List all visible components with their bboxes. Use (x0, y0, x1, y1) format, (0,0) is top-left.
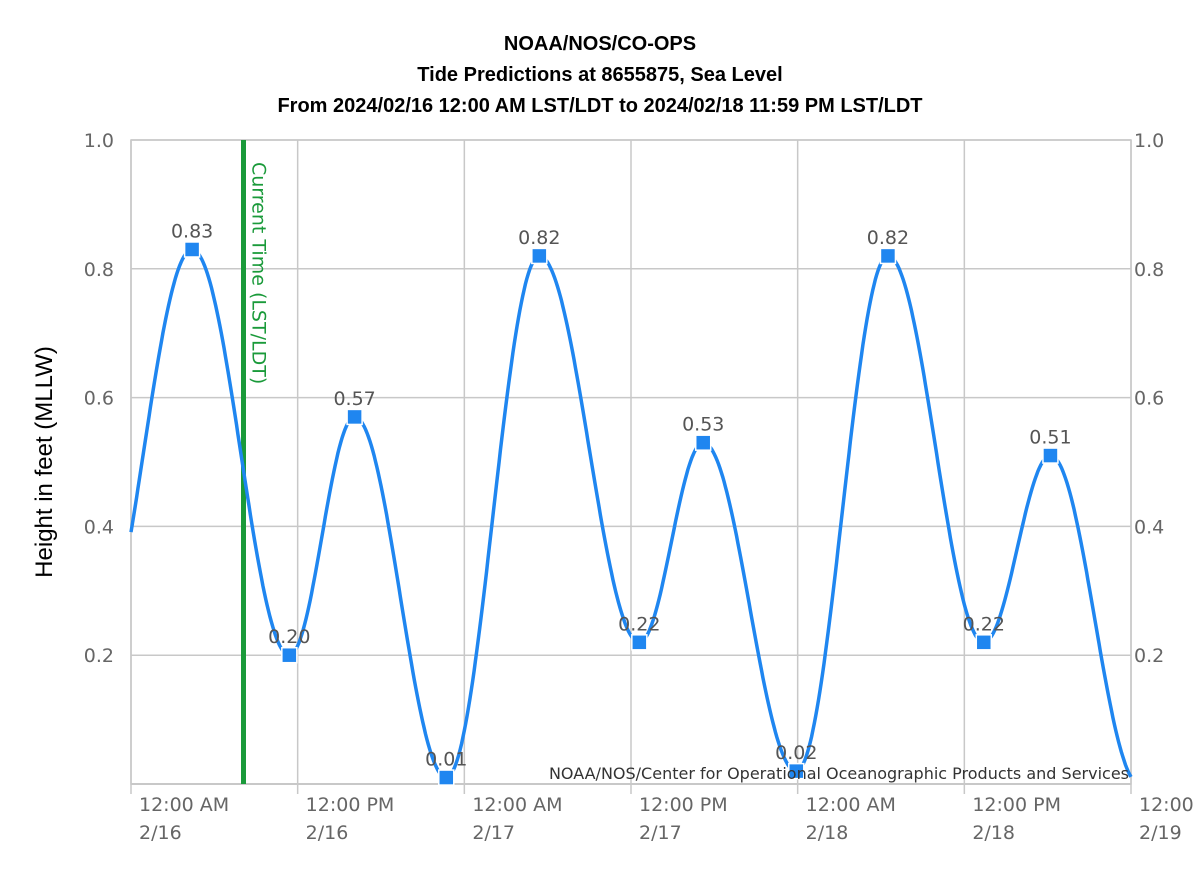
current-time-marker: Current Time (LST/LDT) (241, 140, 270, 784)
tide-point-marker (631, 634, 648, 651)
x-tick-label-date: 2/16 (306, 822, 349, 844)
y-tick-label-left: 1.0 (84, 130, 114, 152)
tide-point-marker (879, 247, 897, 265)
x-tick-label-date: 2/17 (639, 822, 682, 844)
tide-point-marker (531, 247, 548, 265)
x-tick-label-time: 12:00 PM (639, 794, 728, 816)
chart-title-line: From 2024/02/16 12:00 AM LST/LDT to 2024… (277, 95, 922, 117)
tide-point-label: 0.02 (775, 742, 817, 764)
tide-series-line (129, 247, 1133, 780)
x-tick-label-time: 12:00 AM (472, 794, 562, 816)
tide-point-marker (1042, 447, 1059, 464)
y-tick-label-left: 0.4 (84, 516, 114, 538)
x-tick-label-date: 2/16 (139, 822, 182, 844)
x-tick-label-date: 2/17 (472, 822, 515, 844)
y-tick-label-right: 0.8 (1134, 259, 1164, 281)
tide-points: 0.83 0.20 0.57 0.01 0.82 0.22 0.53 0.02 0.82 0.22… (171, 220, 1072, 786)
credit-text: NOAA/NOS/Center for Operational Oceanogr… (549, 764, 1129, 783)
tide-point-label: 0.01 (425, 749, 467, 771)
chart-title-line: Tide Predictions at 8655875, Sea Level (417, 64, 782, 86)
tide-point-marker (346, 408, 363, 426)
tide-point-marker (788, 762, 805, 780)
chart-title-line: NOAA/NOS/CO-OPS (504, 33, 696, 55)
x-tick-label-date: 2/18 (806, 822, 849, 844)
tide-point-marker (183, 241, 201, 258)
y-axis-label: Height in feet (MLLW) (31, 346, 58, 578)
y-tick-label-left: 0.8 (84, 259, 114, 281)
tide-point-label: 0.82 (867, 227, 909, 249)
chart-title: NOAA/NOS/CO-OPS Tide Predictions at 86558… (277, 33, 922, 117)
y-tick-label-right: 1.0 (1134, 130, 1164, 152)
tide-point-label: 0.83 (171, 220, 213, 242)
y-tick-label-left: 0.2 (84, 645, 114, 667)
tide-point-marker (694, 434, 712, 451)
y-tick-label-left: 0.6 (84, 388, 114, 410)
tide-point-label: 0.20 (268, 626, 310, 648)
x-tick-label-time: 12:00 PM (972, 794, 1061, 816)
current-time-label: Current Time (LST/LDT) (248, 162, 270, 384)
x-tick-label-date: 2/19 (1139, 822, 1182, 844)
tide-point-label: 0.22 (963, 613, 1005, 635)
x-tick-label-time: 12:00 PM (306, 794, 395, 816)
grid (130, 139, 1132, 794)
tide-point-label: 0.82 (518, 227, 560, 249)
y-tick-label-right: 0.4 (1134, 516, 1164, 538)
x-axis-ticks: 12:00 AM 2/16 12:00 PM 2/16 12:00 AM 2/17 12:0… (139, 794, 1194, 844)
x-tick-label-time: 12:00 AM (806, 794, 896, 816)
tide-point-label: 0.22 (618, 613, 660, 635)
tide-point-label: 0.57 (333, 388, 375, 410)
tide-point-label: 0.51 (1029, 427, 1071, 449)
x-tick-label-time: 12:00 (1139, 794, 1194, 816)
tide-point-marker (281, 646, 298, 664)
y-axis-ticks: 0.2 0.2 0.4 0.4 0.6 0.6 0.8 0.8 1.0 1.0 (84, 130, 1164, 667)
x-tick-label-date: 2/18 (972, 822, 1015, 844)
tide-point-marker (438, 769, 455, 786)
tide-point-marker (975, 634, 993, 651)
x-tick-label-time: 12:00 AM (139, 794, 229, 816)
y-tick-label-right: 0.2 (1134, 645, 1164, 667)
y-tick-label-right: 0.6 (1134, 388, 1164, 410)
tide-point-label: 0.53 (682, 414, 724, 436)
